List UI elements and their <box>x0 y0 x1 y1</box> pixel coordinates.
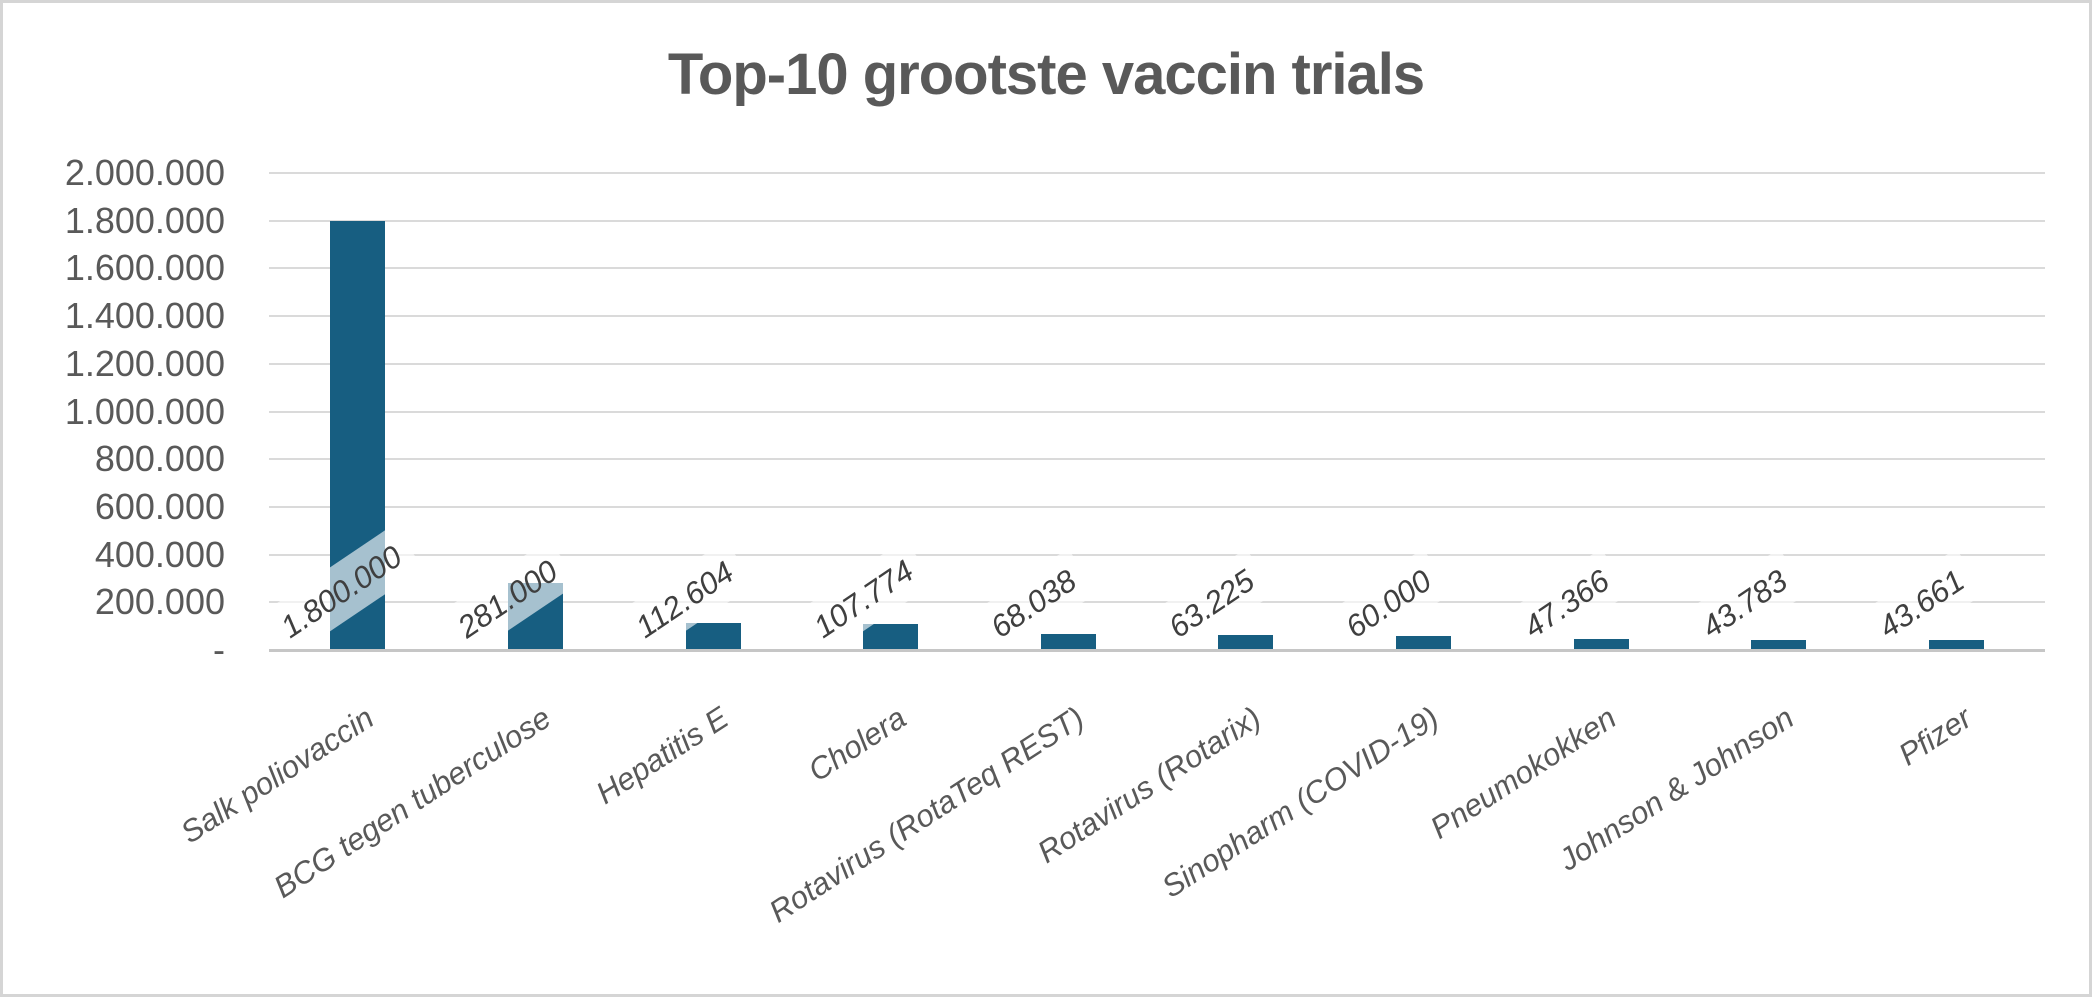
bar <box>1218 635 1273 650</box>
x-category-label: Rotavirus (RotaTeq REST) <box>762 699 1090 930</box>
bar <box>1751 640 1806 650</box>
bar <box>1929 640 1984 650</box>
y-tick-label: 1.000.000 <box>64 390 225 432</box>
y-tick-label: - <box>213 629 225 670</box>
x-axis-line <box>269 649 2045 652</box>
y-tick-label: 400.000 <box>94 533 225 575</box>
bar <box>686 623 741 650</box>
y-tick-label: 200.000 <box>94 581 225 623</box>
chart-title: Top-10 grootste vaccin trials <box>667 42 1425 107</box>
y-tick-label: 600.000 <box>94 485 225 527</box>
gridline <box>269 219 2045 222</box>
gridline <box>269 458 2045 461</box>
bar <box>1574 639 1629 650</box>
gridline <box>269 601 2045 604</box>
gridline <box>269 553 2045 556</box>
y-tick-label: 1.200.000 <box>64 342 225 384</box>
x-category-label: Pfizer <box>1892 699 1978 773</box>
y-tick-label: 2.000.000 <box>64 152 225 193</box>
gridline <box>269 362 2045 365</box>
y-tick-label: 1.400.000 <box>64 295 225 337</box>
y-tick-label: 800.000 <box>94 438 225 480</box>
x-category-label: Hepatitis E <box>589 699 735 811</box>
y-tick-label: 1.600.000 <box>64 247 225 289</box>
gridline <box>269 315 2045 318</box>
bar <box>1396 636 1451 650</box>
bar <box>1041 634 1096 650</box>
x-category-label: Cholera <box>802 699 913 789</box>
y-tick-label: 1.800.000 <box>64 199 225 241</box>
gridline <box>269 267 2045 270</box>
gridline <box>269 172 2045 174</box>
gridline <box>269 410 2045 413</box>
gridline <box>269 505 2045 508</box>
bar <box>863 624 918 650</box>
